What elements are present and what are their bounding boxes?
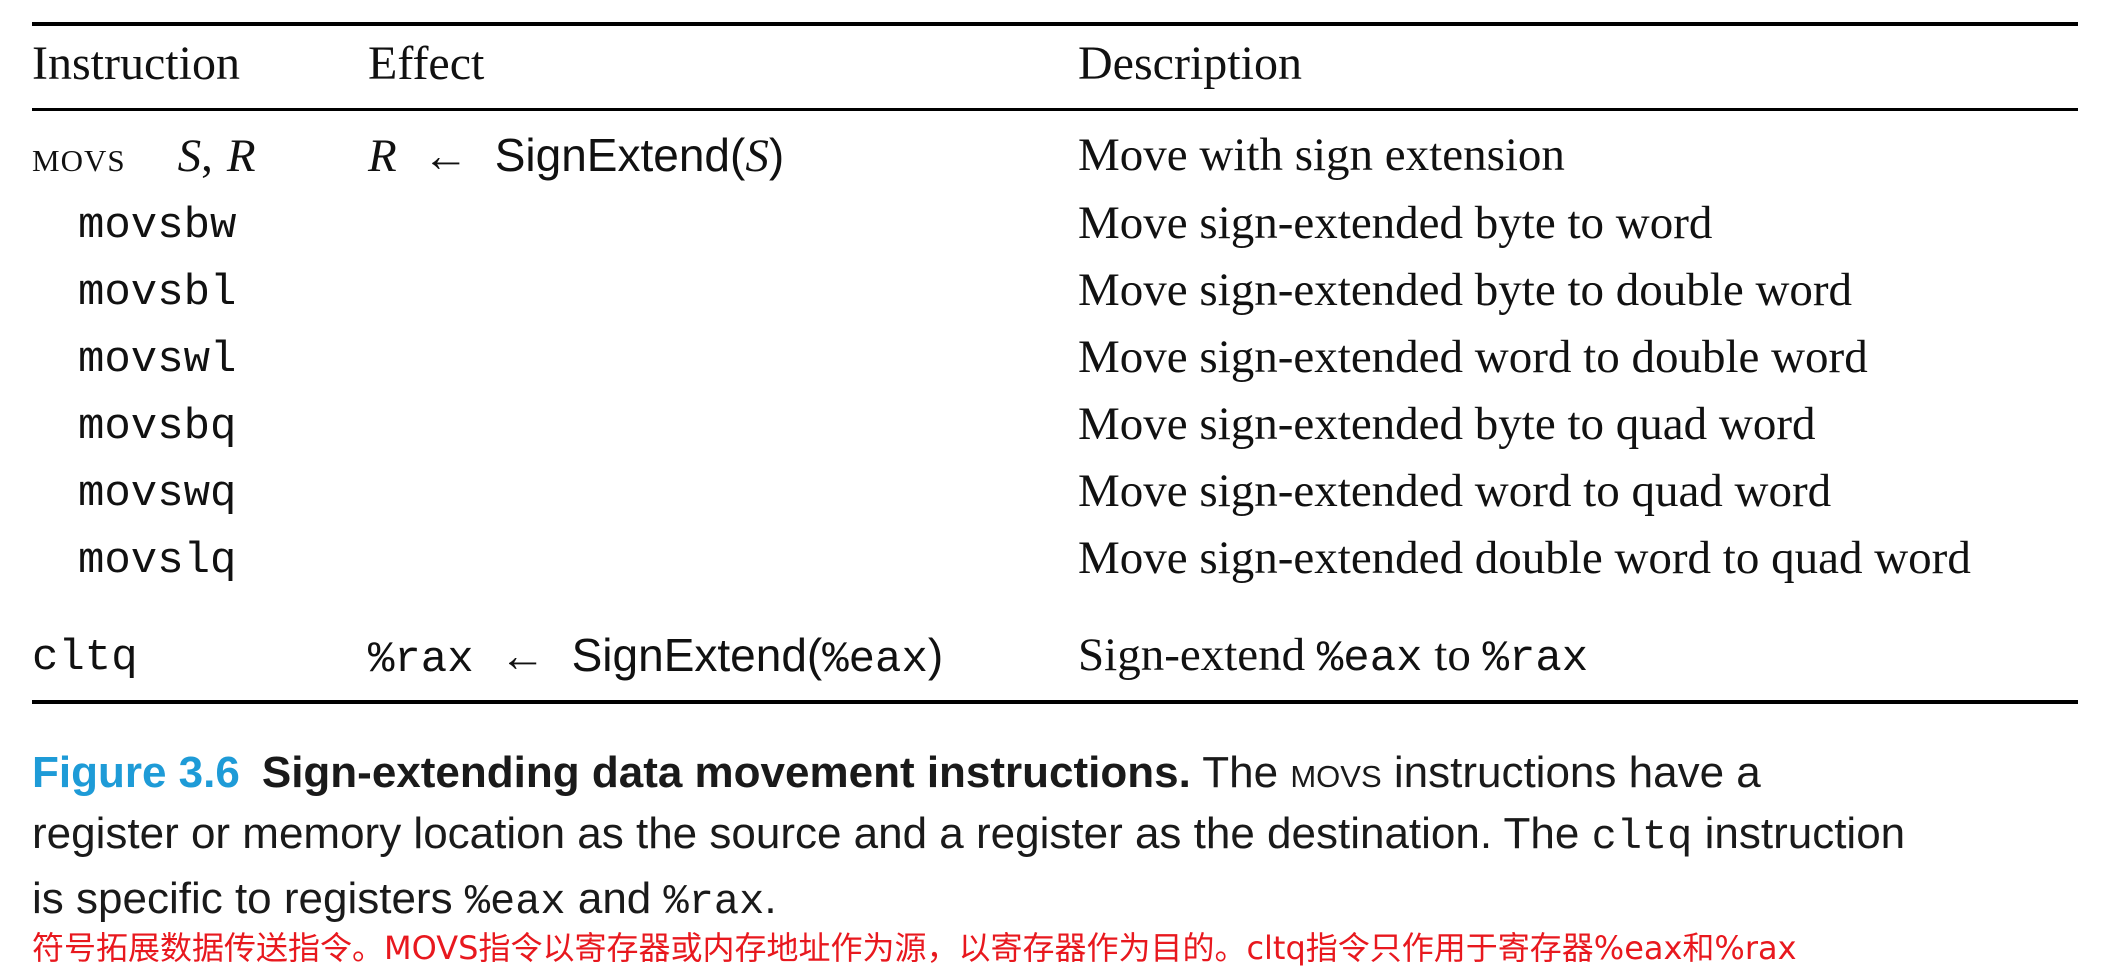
caption-text: . xyxy=(764,874,777,923)
left-arrow-icon: ← xyxy=(422,130,469,181)
table-bottom-rule xyxy=(32,700,2078,704)
movs-mnemonic: movs xyxy=(32,132,126,181)
left-arrow-icon: ← xyxy=(499,630,546,681)
effect-dest-r: R xyxy=(368,130,397,182)
figure-caption: Figure 3.6 Sign-extending data movement i… xyxy=(32,742,1912,933)
cltq-description: Sign-extend %eax to %rax xyxy=(1078,629,1589,684)
table-top-rule xyxy=(32,22,2078,26)
effect-arg-s: S xyxy=(745,130,769,182)
caption-movs: movs xyxy=(1290,748,1382,797)
effect-dest-rax: %rax xyxy=(368,635,474,685)
operand-s: S xyxy=(177,130,202,182)
variant-name: movsbw xyxy=(78,201,237,251)
variant-description: Move sign-extended double word to quad w… xyxy=(1078,532,1971,584)
header-description: Description xyxy=(1078,37,1302,90)
operand-comma: , xyxy=(201,130,213,182)
figure-title: Sign-extending data movement instruction… xyxy=(261,748,1191,797)
caption-rax: %rax xyxy=(663,878,765,926)
caption-text: The xyxy=(1190,748,1291,797)
header-effect: Effect xyxy=(368,37,485,90)
cltq-desc-mid: to xyxy=(1422,629,1483,681)
caption-cltq: cltq xyxy=(1591,813,1693,861)
variant-description: Move sign-extended byte to quad word xyxy=(1078,398,1816,450)
effect-function: SignExtend( xyxy=(571,629,823,681)
variant-name: movswl xyxy=(78,335,237,385)
variant-name: movswq xyxy=(78,469,237,519)
variant-description: Move sign-extended word to quad word xyxy=(1078,465,1832,517)
cltq-instruction: cltq xyxy=(32,633,138,683)
movs-instruction-cell: movs S, R xyxy=(32,133,256,180)
variant-description: Move sign-extended byte to word xyxy=(1078,197,1713,249)
caption-text: and xyxy=(565,874,664,923)
table-header-rule xyxy=(32,108,2078,111)
effect-close-paren: ) xyxy=(927,629,944,681)
chinese-annotation: 符号拓展数据传送指令。MOVS指令以寄存器或内存地址作为源，以寄存器作为目的。c… xyxy=(32,929,1797,967)
operand-r: R xyxy=(226,130,256,182)
variant-description: Move sign-extended word to double word xyxy=(1078,331,1868,383)
variant-name: movslq xyxy=(78,536,237,586)
figure-label: Figure 3.6 xyxy=(32,748,240,797)
variant-name: movsbl xyxy=(78,268,237,318)
effect-close-paren: ) xyxy=(768,129,785,181)
variant-name: movsbq xyxy=(78,402,237,452)
cltq-desc-reg-rax: %rax xyxy=(1482,634,1589,684)
variant-description: Move sign-extended byte to double word xyxy=(1078,264,1853,316)
effect-arg-eax: %eax xyxy=(822,635,928,685)
effect-function: SignExtend( xyxy=(494,129,746,181)
caption-eax: %eax xyxy=(464,878,566,926)
cltq-desc-reg-eax: %eax xyxy=(1316,634,1423,684)
cltq-effect-cell: %rax ← SignExtend(%eax) xyxy=(368,632,943,682)
movs-description: Move with sign extension xyxy=(1078,129,1565,181)
header-instruction: Instruction xyxy=(32,37,240,90)
caption-text: instruction is specific to registers xyxy=(32,809,1906,923)
caption-text: instructions have a register or memory l… xyxy=(32,748,1761,858)
cltq-desc-prefix: Sign-extend xyxy=(1078,629,1317,681)
movs-effect-cell: R ← SignExtend(S) xyxy=(368,132,784,180)
